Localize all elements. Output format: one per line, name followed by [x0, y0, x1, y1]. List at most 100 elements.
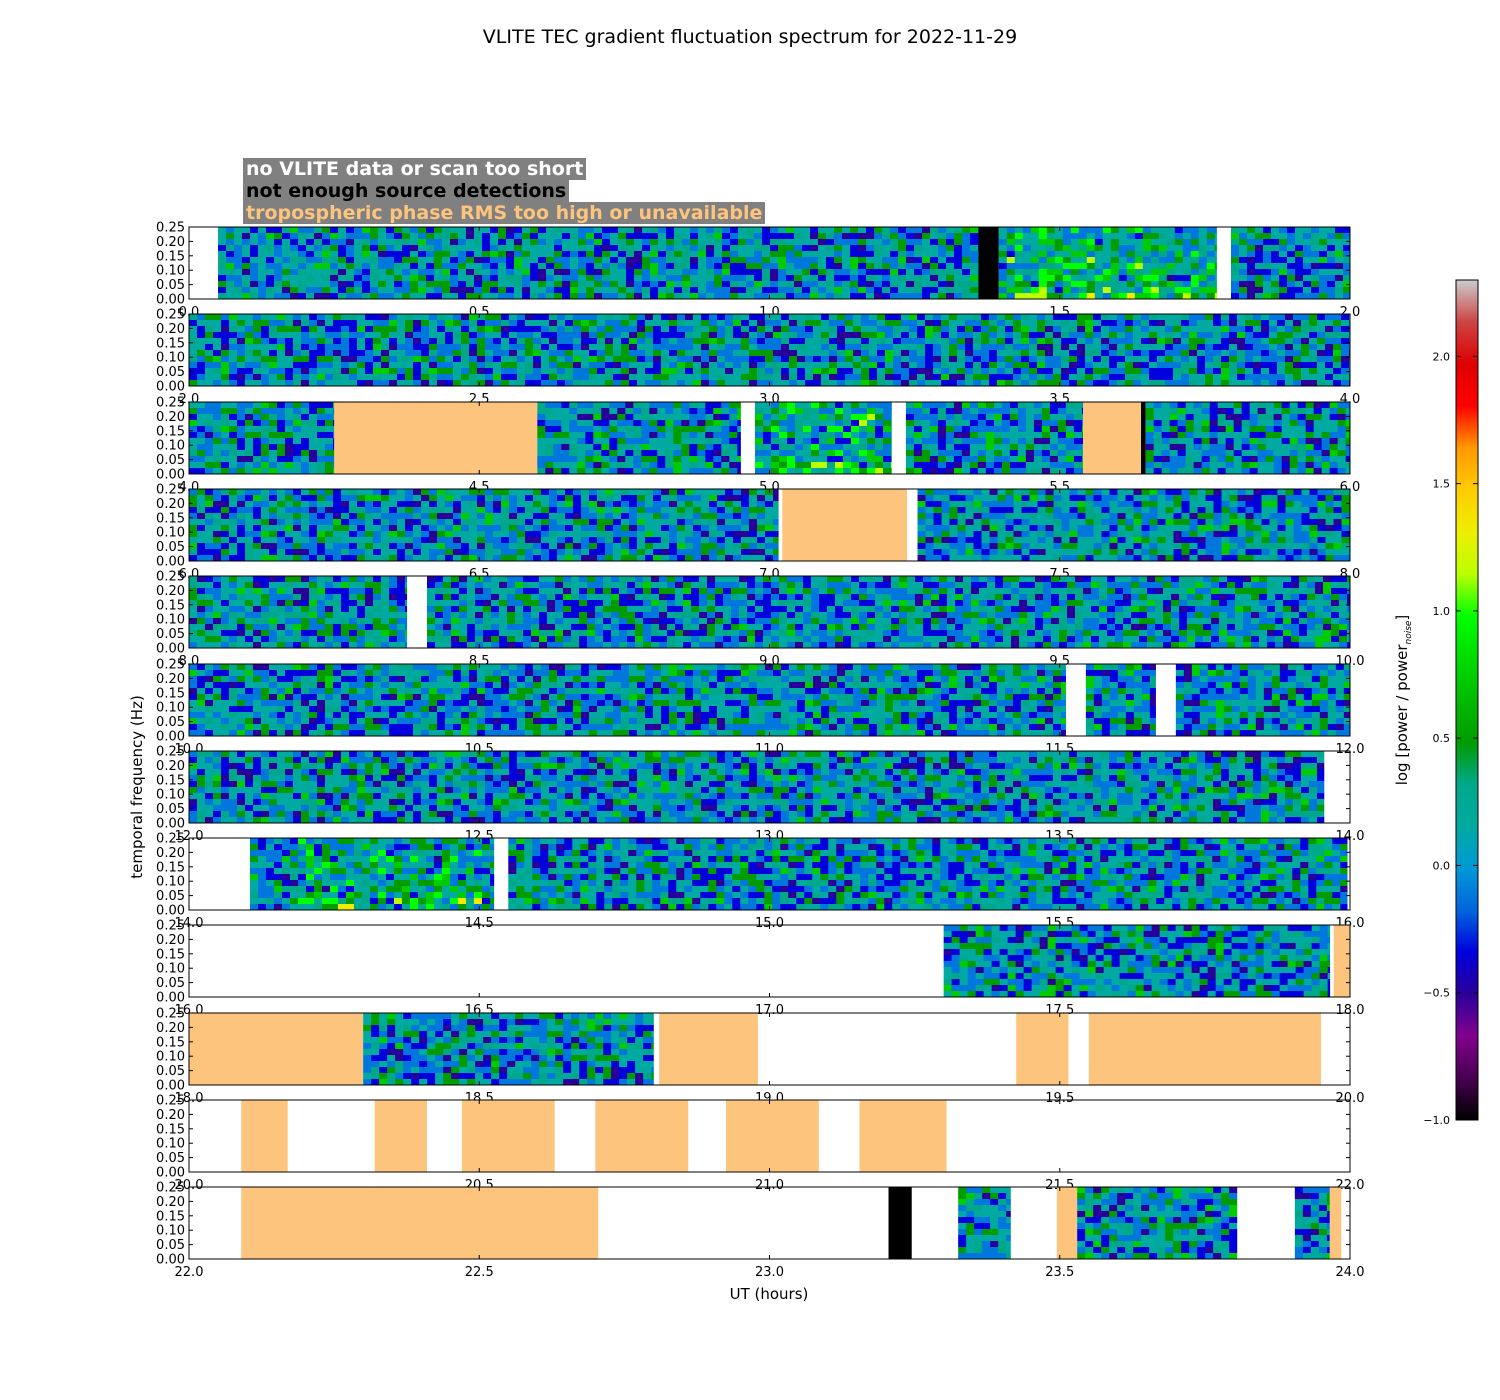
- spectrum-cell: [1237, 344, 1246, 351]
- spectrum-cell: [869, 380, 878, 387]
- spectrum-cell: [1174, 293, 1184, 300]
- spectrum-cell: [245, 408, 254, 415]
- spectrum-cell: [1326, 239, 1336, 246]
- spectrum-cell: [1326, 263, 1336, 270]
- spectrum-cell: [477, 320, 486, 327]
- spectrum-cell: [261, 368, 270, 375]
- spectrum-cell: [602, 281, 611, 288]
- tropo-segment: [334, 402, 538, 474]
- spectrum-cell: [922, 287, 931, 294]
- spectrum-cell: [1213, 332, 1222, 339]
- spectrum-cell: [397, 350, 406, 357]
- spectrum-cell: [866, 263, 875, 270]
- spectrum-cell: [1313, 426, 1323, 433]
- spectrum-cell: [285, 456, 294, 463]
- spectrum-cell: [925, 362, 934, 369]
- spectrum-cell: [1201, 408, 1211, 415]
- spectrum-cell: [1157, 374, 1166, 381]
- spectrum-cell: [693, 350, 702, 357]
- spectrum-cell: [973, 368, 982, 375]
- spectrum-cell: [1182, 239, 1192, 246]
- spectrum-cell: [498, 269, 507, 276]
- spectrum-cell: [1281, 468, 1291, 475]
- spectrum-cell: [1270, 287, 1280, 294]
- spectrum-cell: [1161, 408, 1171, 415]
- spectrum-cell: [325, 438, 334, 445]
- spectrum-cell: [669, 332, 678, 339]
- spectrum-cell: [245, 549, 254, 556]
- spectrum-cell: [749, 344, 758, 351]
- spectrum-cell: [229, 332, 238, 339]
- spectrum-cell: [842, 233, 851, 240]
- spectrum-cell: [205, 320, 214, 327]
- spectrum-cell: [1193, 468, 1203, 475]
- spectrum-cell: [1254, 269, 1264, 276]
- spectrum-cell: [701, 374, 710, 381]
- spectrum-cell: [737, 414, 741, 421]
- spectrum-cell: [997, 326, 1006, 333]
- spectrum-cell: [737, 462, 741, 469]
- spectrum-cell: [1333, 368, 1342, 375]
- spectrum-cell: [930, 257, 939, 264]
- spectrum-cell: [597, 320, 606, 327]
- spectrum-cell: [530, 281, 539, 288]
- spectrum-cell: [285, 380, 294, 387]
- spectrum-cell: [562, 227, 571, 234]
- spectrum-cell: [285, 362, 294, 369]
- spectrum-cell: [242, 233, 251, 240]
- spectrum-cell: [842, 426, 852, 433]
- spectrum-cell: [253, 332, 262, 339]
- spectrum-cell: [722, 257, 731, 264]
- spectrum-cell: [1029, 332, 1038, 339]
- spectrum-cell: [1166, 251, 1176, 258]
- spectrum-cell: [770, 287, 779, 294]
- spectrum-cell: [1005, 356, 1014, 363]
- spectrum-cell: [1125, 368, 1134, 375]
- spectrum-cell: [850, 227, 859, 234]
- spectrum-cell: [921, 450, 931, 457]
- spectrum-cell: [1158, 275, 1168, 282]
- spectrum-cell: [1086, 263, 1096, 270]
- spectrum-cell: [641, 426, 650, 433]
- spectrum-cell: [221, 531, 230, 538]
- spectrum-cell: [469, 374, 478, 381]
- spectrum-cell: [437, 350, 446, 357]
- spectrum-cell: [1070, 251, 1080, 258]
- spectrum-cell: [629, 332, 638, 339]
- spectrum-cell: [746, 227, 755, 234]
- spectrum-cell: [189, 402, 198, 409]
- spectrum-cell: [609, 444, 618, 451]
- spectrum-cell: [634, 269, 643, 276]
- spectrum-cell: [701, 356, 710, 363]
- spectrum-cell: [477, 332, 486, 339]
- spectrum-cell: [733, 338, 742, 345]
- spectrum-cell: [1045, 314, 1054, 321]
- spectrum-cell: [754, 438, 764, 445]
- spectrum-cell: [274, 233, 283, 240]
- spectrum-cell: [557, 380, 566, 387]
- spectrum-cell: [293, 332, 302, 339]
- spectrum-cell: [601, 444, 610, 451]
- spectrum-cell: [589, 374, 598, 381]
- spectrum-cell: [1174, 281, 1184, 288]
- spectrum-cell: [253, 468, 262, 475]
- spectrum-cell: [989, 356, 998, 363]
- spectrum-cell: [681, 426, 690, 433]
- spectrum-cell: [1125, 332, 1134, 339]
- spectrum-cell: [985, 426, 995, 433]
- spectrum-cell: [1013, 374, 1022, 381]
- spectrum-cell: [1233, 408, 1243, 415]
- spectrum-cell: [293, 350, 302, 357]
- y-tick-label: 0.00: [156, 380, 185, 395]
- spectrum-cell: [330, 275, 339, 282]
- spectrum-cell: [669, 338, 678, 345]
- spectrum-cell: [570, 281, 579, 288]
- spectrum-cell: [637, 314, 646, 321]
- spectrum-cell: [1265, 402, 1275, 409]
- spectrum-cell: [437, 320, 446, 327]
- spectrum-cell: [602, 233, 611, 240]
- spectrum-cell: [301, 314, 310, 321]
- spectrum-cell: [1094, 287, 1104, 294]
- spectrum-cell: [946, 233, 955, 240]
- spectrum-cell: [682, 245, 691, 252]
